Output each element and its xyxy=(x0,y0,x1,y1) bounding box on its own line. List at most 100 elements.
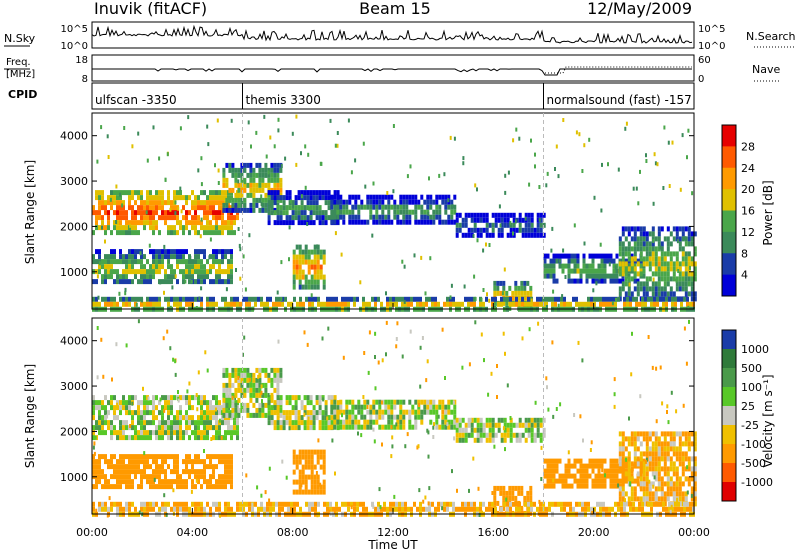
echo-cell xyxy=(312,205,316,211)
power-colorbar-frame xyxy=(721,124,737,297)
echo-cell xyxy=(191,220,194,226)
echo-cell xyxy=(185,210,188,216)
echo-cell xyxy=(360,409,364,415)
echo-cell xyxy=(285,415,289,421)
echo-cell xyxy=(176,474,179,480)
echo-cell xyxy=(530,437,534,443)
echo-cell xyxy=(675,451,679,457)
echo-cell xyxy=(215,249,218,255)
echo-cell xyxy=(518,501,521,507)
nsky-label: N.Sky xyxy=(4,32,36,45)
echo-cell xyxy=(288,395,292,401)
echo-cell xyxy=(125,425,128,431)
echo-cell xyxy=(107,400,110,406)
echo-cell xyxy=(212,415,215,421)
echo-cell xyxy=(447,419,451,425)
echo-cell xyxy=(149,210,152,216)
echo-cell xyxy=(218,259,221,265)
echo-cell xyxy=(665,296,668,302)
echo-cell xyxy=(618,246,622,252)
echo-cell xyxy=(203,274,206,280)
echo-cell xyxy=(600,478,604,484)
echo-cell xyxy=(491,437,495,443)
echo-cell xyxy=(639,231,643,237)
echo-cell xyxy=(549,268,553,274)
echo-cell xyxy=(630,261,634,267)
echo-cell xyxy=(113,259,116,265)
echo-cell xyxy=(267,400,271,406)
echo-cell xyxy=(152,230,155,236)
echo-cell xyxy=(330,209,334,215)
echo-cell xyxy=(267,170,270,175)
echo-cell xyxy=(313,249,317,255)
echo-cell xyxy=(110,425,113,431)
echo-cell xyxy=(258,372,262,378)
echo-cell xyxy=(563,501,566,507)
echo-cell xyxy=(587,301,590,307)
echo-cell xyxy=(627,466,631,472)
echo-cell xyxy=(297,410,301,416)
echo-cell xyxy=(155,454,158,460)
echo-cell xyxy=(645,491,649,497)
echo-cell xyxy=(95,301,98,307)
echo-cell xyxy=(110,400,113,406)
echo-cell xyxy=(131,269,134,275)
echo-cell xyxy=(200,474,203,480)
echo-cell xyxy=(152,210,155,216)
echo-cell xyxy=(158,469,161,475)
echo-cell xyxy=(423,199,427,205)
echo-cell xyxy=(101,190,104,196)
echo-cell xyxy=(374,331,377,336)
echo-cell xyxy=(251,502,254,507)
echo-cell xyxy=(474,296,477,301)
echo-cell xyxy=(669,486,673,492)
echo-cell xyxy=(570,473,574,479)
echo-cell xyxy=(331,438,334,443)
echo-cell xyxy=(339,204,343,210)
echo-cell xyxy=(387,204,391,210)
echo-cell xyxy=(240,167,244,173)
echo-cell xyxy=(292,249,296,255)
echo-cell xyxy=(227,249,230,255)
echo-cell xyxy=(599,296,602,302)
echo-cell xyxy=(657,481,661,487)
echo-cell xyxy=(666,266,670,272)
echo-cell xyxy=(248,501,251,507)
echo-cell xyxy=(242,506,245,512)
echo-cell xyxy=(249,373,252,378)
echo-cell xyxy=(327,395,331,401)
echo-cell xyxy=(614,301,617,307)
echo-cell xyxy=(209,296,212,302)
echo-cell xyxy=(630,256,634,262)
echo-cell xyxy=(381,409,385,415)
echo-cell xyxy=(264,367,268,373)
echo-cell xyxy=(402,219,406,225)
echo-cell xyxy=(642,226,646,232)
echo-cell xyxy=(155,200,158,206)
echo-cell xyxy=(246,412,250,418)
echo-cell xyxy=(176,454,179,460)
echo-cell xyxy=(645,231,649,237)
echo-cell xyxy=(569,506,572,512)
echo-cell xyxy=(230,230,233,236)
echo-cell xyxy=(158,254,161,260)
echo-cell xyxy=(383,501,386,507)
echo-cell xyxy=(125,506,128,512)
echo-cell xyxy=(654,496,658,502)
echo-cell xyxy=(95,425,98,431)
echo-cell xyxy=(98,210,101,216)
echo-cell xyxy=(152,200,155,206)
echo-cell xyxy=(579,273,583,279)
echo-cell xyxy=(336,219,340,225)
echo-cell xyxy=(645,466,649,472)
echo-cell xyxy=(533,227,537,233)
echo-cell xyxy=(690,466,694,472)
echo-cell xyxy=(330,214,334,220)
echo-cell xyxy=(304,254,308,260)
echo-cell xyxy=(545,183,548,188)
echo-cell xyxy=(453,409,457,415)
echo-cell xyxy=(95,210,98,216)
echo-cell xyxy=(685,361,688,366)
echo-cell xyxy=(327,420,331,426)
echo-cell xyxy=(453,436,456,441)
